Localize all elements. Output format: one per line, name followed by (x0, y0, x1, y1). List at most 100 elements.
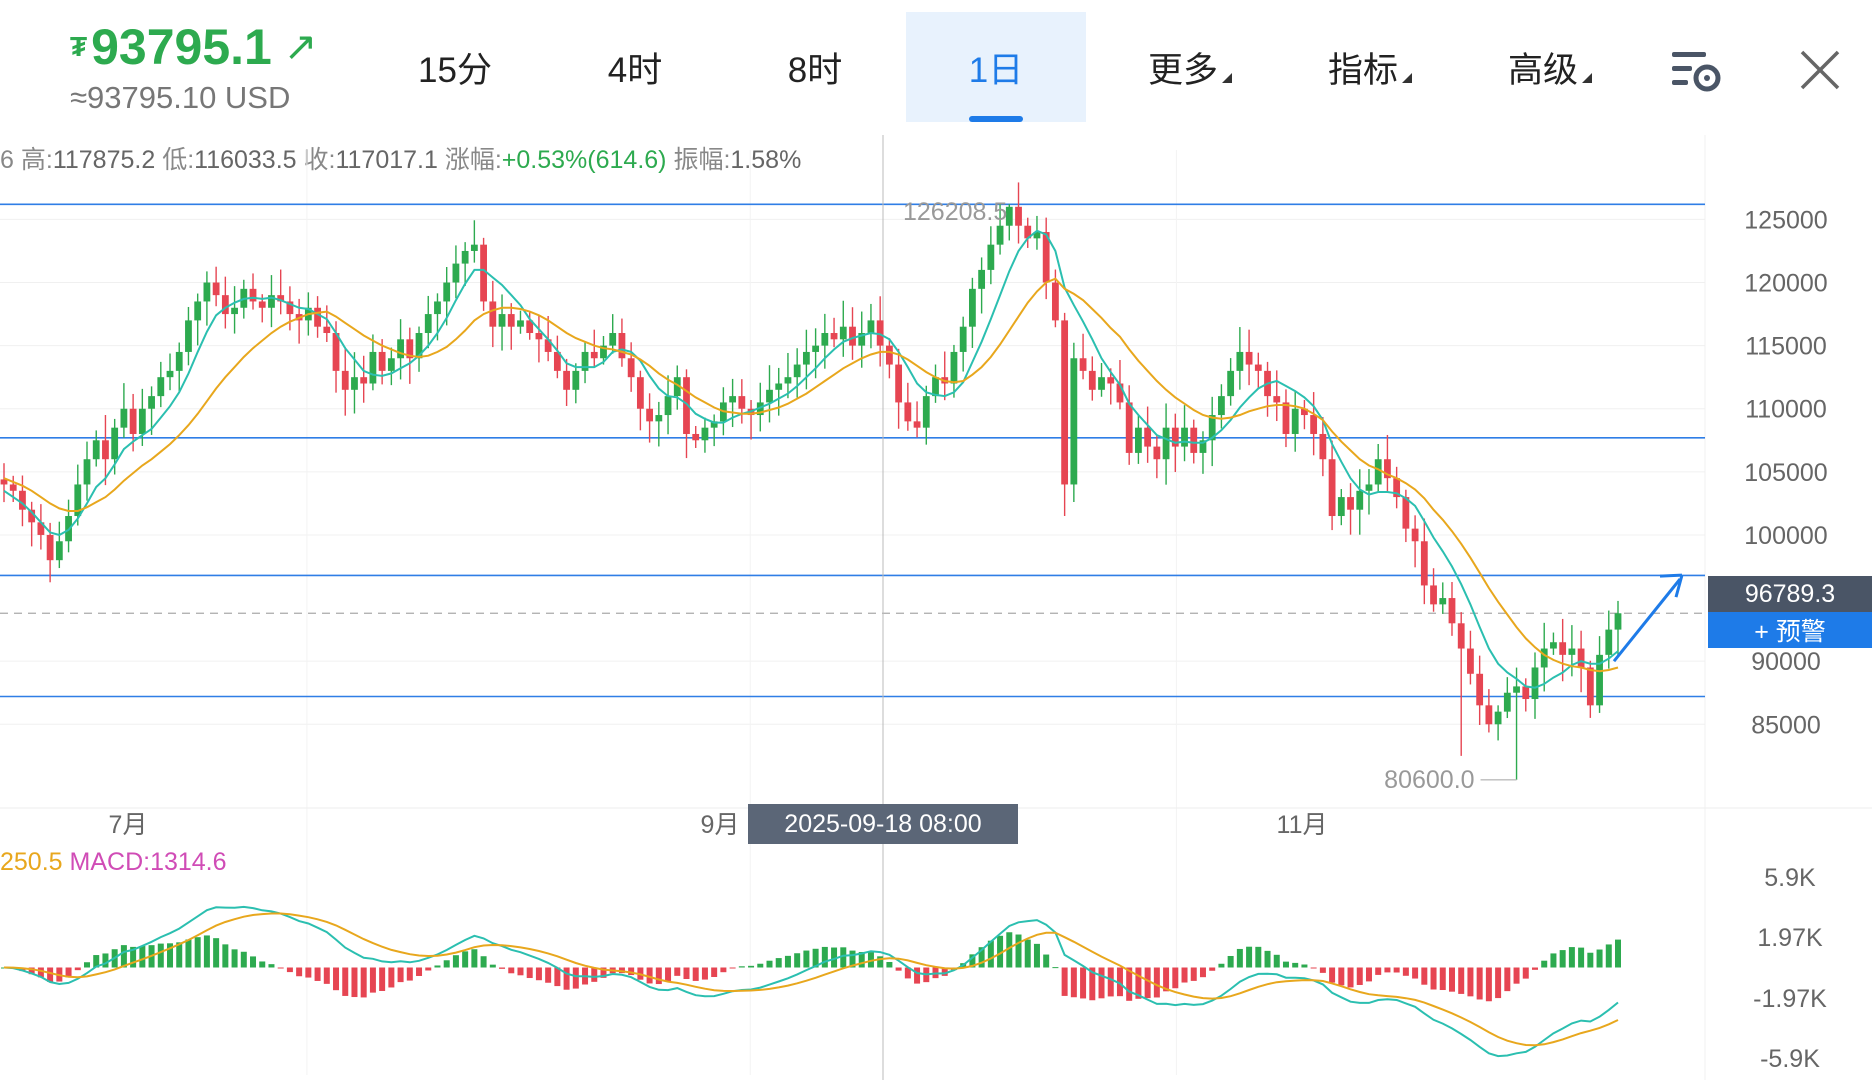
candle-up (194, 301, 202, 321)
candle-down (904, 402, 912, 422)
high-label: 高: (20, 146, 53, 174)
macd-bar-up (831, 947, 838, 968)
candle-down (627, 358, 635, 378)
current-price: ₮ 93795.1 ↗ (70, 18, 317, 76)
macd-bar-up (1578, 947, 1585, 968)
tab-8h[interactable]: 8时 (755, 12, 875, 122)
macd-bar-up (1568, 947, 1575, 968)
macd-bar-up (997, 935, 1004, 968)
macd-bar-down (711, 967, 718, 977)
macd-bar-down (1504, 967, 1511, 992)
macd-bar-down (296, 967, 303, 977)
macd-bar-down (351, 967, 358, 998)
macd-bar-up (1236, 948, 1243, 968)
macd-bar-up (176, 942, 183, 968)
macd-bar-down (904, 967, 911, 979)
candle-down (332, 333, 340, 371)
close-label: 收: (303, 146, 336, 174)
candle-down (1347, 497, 1354, 510)
macd-bar-up (812, 948, 819, 968)
max-price-label: 126208.5 (903, 198, 1007, 226)
candle-down (895, 364, 903, 403)
tab-4h[interactable]: 4时 (575, 12, 695, 122)
macd-bar-up (259, 961, 266, 968)
macd-bar-up (231, 949, 238, 968)
macd-bar-down (1098, 967, 1105, 999)
macd-bar-up (194, 937, 201, 968)
macd-bar-down (572, 967, 579, 989)
candle-up (83, 459, 91, 485)
macd-bar-down (1199, 967, 1206, 978)
tab-advanced[interactable]: 高级 (1490, 12, 1610, 122)
candle-up (756, 402, 764, 416)
chart-settings-icon[interactable] (1666, 40, 1726, 100)
price-tick-label: 115000 (1745, 333, 1827, 361)
candle-up (1098, 377, 1105, 390)
macd-bar-up (222, 944, 229, 968)
candle-up (1005, 206, 1013, 226)
candle-up (470, 244, 478, 251)
candle-up (138, 408, 146, 434)
tab-indicators[interactable]: 指标 (1310, 12, 1430, 122)
candle-up (1614, 613, 1622, 630)
macd-bar-down (526, 967, 533, 979)
tab-15m[interactable]: 15分 (395, 12, 515, 122)
macd-bar-down (1384, 967, 1391, 973)
candle-up (166, 370, 174, 378)
macd-bar-down (1375, 967, 1382, 975)
macd-bar-up (1282, 961, 1289, 968)
candle-down (1079, 358, 1087, 371)
macd-legend: 250.5 MACD:1314.6 (0, 848, 227, 877)
macd-bar-up (1615, 939, 1621, 968)
candle-up (1540, 648, 1548, 668)
macd-dif-line (3, 905, 1619, 1058)
macd-bar-up (757, 963, 764, 968)
tab-1d[interactable]: 1日 (906, 12, 1086, 122)
macd-bar-up (443, 960, 450, 968)
candle-down (1282, 402, 1290, 434)
macd-bar-down (499, 967, 506, 969)
tab-more[interactable]: 更多 (1130, 12, 1250, 122)
candle-up (729, 396, 737, 403)
macd-bar-up (157, 943, 164, 968)
macd-bar-up (821, 946, 828, 968)
candle-up (498, 314, 506, 327)
candle-up (710, 421, 718, 428)
macd-bar-up (1273, 954, 1280, 968)
candle-down (1024, 225, 1032, 239)
macd-bar-up (1006, 932, 1013, 968)
candle-up (1374, 459, 1382, 485)
candle-up (1236, 351, 1244, 371)
candle-up (397, 339, 404, 359)
candle-up (1199, 440, 1207, 453)
close-icon[interactable] (1790, 40, 1850, 100)
candle-down (1393, 478, 1401, 498)
arrow-up-right-icon[interactable]: ↗ (283, 25, 318, 69)
time-tick-label: 9月 (701, 811, 740, 839)
candle-down (1559, 642, 1567, 655)
macd-bar-up (1255, 946, 1262, 968)
candle-down (618, 333, 626, 359)
candle-down (1485, 705, 1493, 725)
add-alert-button[interactable]: + 预警 (1708, 612, 1872, 648)
macd-bar-down (1319, 967, 1326, 973)
candle-down (830, 333, 838, 340)
candle-down (102, 440, 109, 460)
change-value: +0.53%(614.6) (501, 146, 667, 174)
candle-up (932, 377, 939, 397)
candle-down (1448, 598, 1456, 624)
macd-bar-up (886, 961, 893, 968)
candle-down (1052, 282, 1059, 321)
candle-up (148, 396, 155, 409)
ohlc-stats: 6 高:117875.2 低:116033.5 收:117017.1 涨幅:+0… (0, 140, 801, 176)
candle-up (268, 295, 275, 308)
candle-up (1550, 642, 1557, 649)
candle-up (1181, 427, 1188, 447)
macd-bar-up (120, 945, 127, 968)
macd-bar-up (250, 956, 257, 968)
candle-up (701, 427, 709, 441)
macd-bar-down (360, 967, 367, 998)
macd-bar-up (1292, 962, 1299, 968)
candle-up (443, 282, 451, 302)
